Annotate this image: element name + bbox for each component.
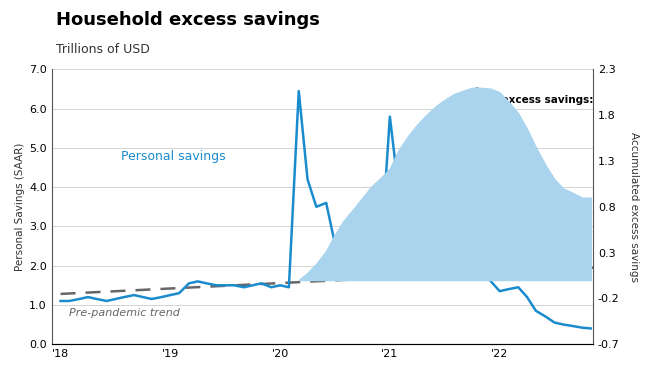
Text: Peak excess savings:
$2.1tn: Peak excess savings: $2.1tn [469,88,593,117]
Text: Household excess savings: Household excess savings [56,11,319,29]
Text: Excess savings
remaining: $0.9tn: Excess savings remaining: $0.9tn [487,207,592,229]
Text: Pre-pandemic trend: Pre-pandemic trend [69,308,181,318]
Y-axis label: Accumulated excess savings: Accumulated excess savings [629,132,639,282]
Y-axis label: Personal Savings (SAAR): Personal Savings (SAAR) [15,142,25,271]
Text: Trillions of USD: Trillions of USD [56,43,150,56]
Text: Personal savings: Personal savings [121,150,226,163]
